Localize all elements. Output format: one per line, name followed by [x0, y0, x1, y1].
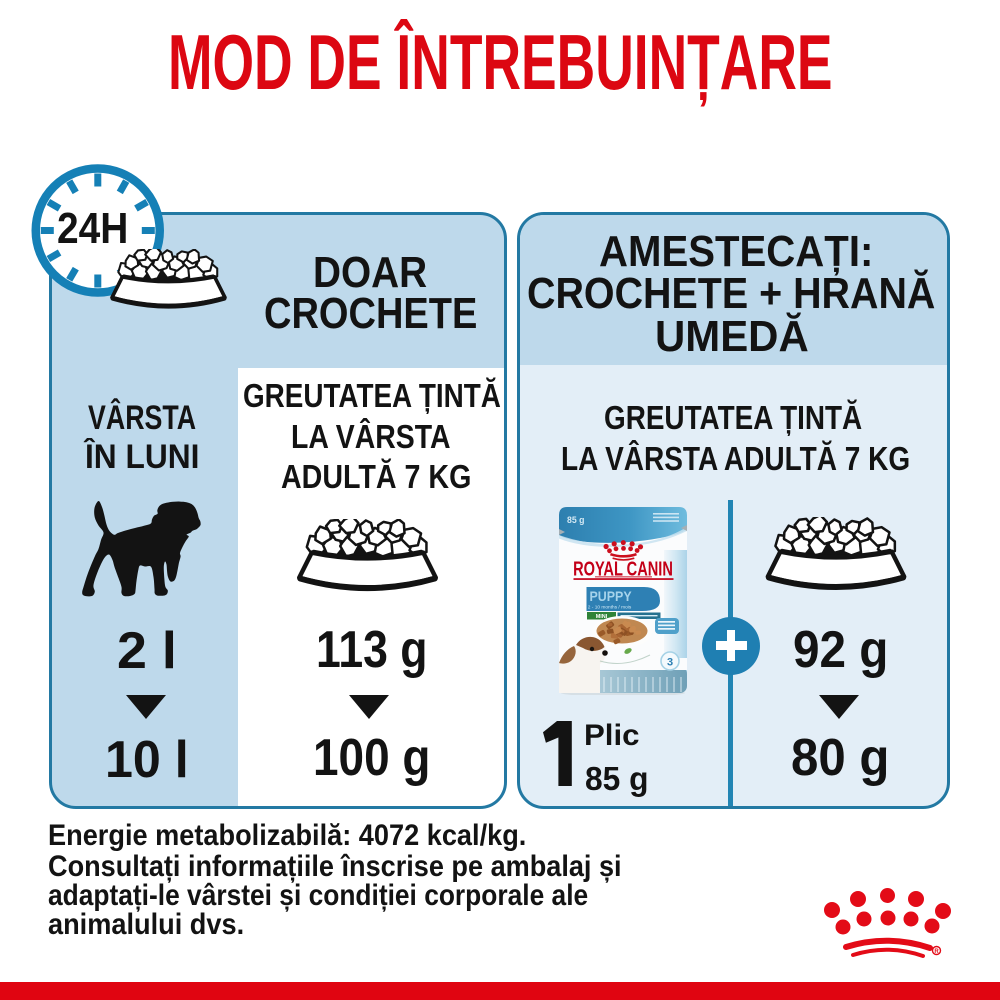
svg-text:3: 3 — [667, 657, 673, 669]
svg-text:ROYAL CANIN: ROYAL CANIN — [573, 557, 673, 580]
svg-text:85 g: 85 g — [567, 515, 584, 525]
svg-text:R: R — [934, 949, 939, 955]
svg-text:2 - 10 months / mois: 2 - 10 months / mois — [588, 605, 632, 611]
svg-text:MINI: MINI — [596, 614, 608, 620]
svg-text:PUPPY: PUPPY — [590, 589, 632, 605]
